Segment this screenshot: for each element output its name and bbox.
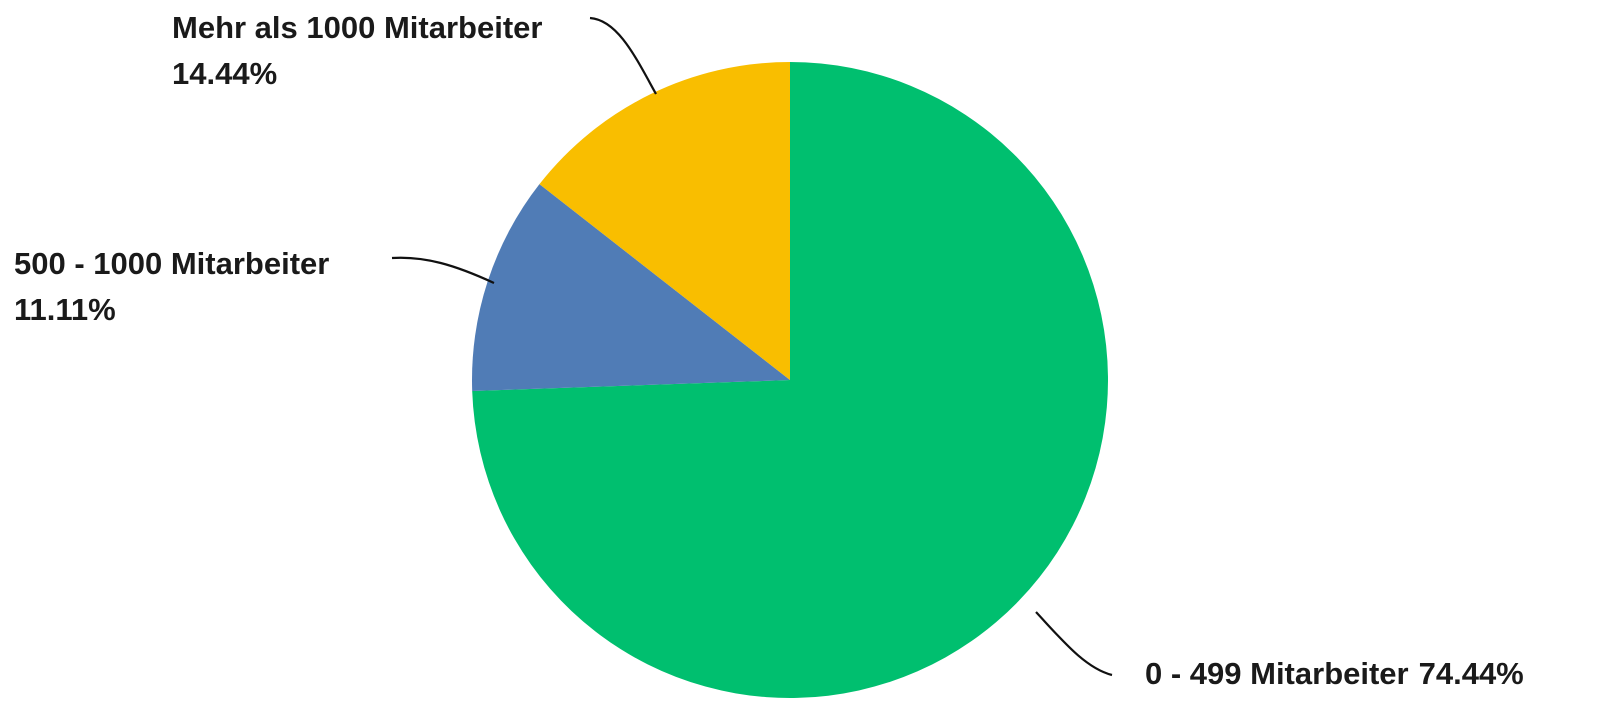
- label-mehr-als-1000-value: 14.44%: [172, 56, 277, 91]
- slice-labels: Mehr als 1000 Mitarbeiter 14.44% 500 - 1…: [14, 10, 1524, 691]
- label-0-499-value: 74.44%: [1419, 656, 1524, 691]
- pie-slice-mehr-als-1000: [539, 62, 790, 380]
- label-500-1000-name: 500 - 1000 Mitarbeiter: [14, 246, 329, 281]
- leader-line-mehr-als-1000: [589, 16, 657, 95]
- pie-slice-500-1000: [472, 184, 790, 392]
- pie-slice-0-499: [472, 62, 1108, 698]
- leader-line-500-1000: [391, 256, 495, 284]
- label-mehr-als-1000-name: Mehr als 1000 Mitarbeiter: [172, 10, 542, 45]
- label-0-499-name: 0 - 499 Mitarbeiter: [1145, 656, 1409, 691]
- leader-line-0-499: [1035, 611, 1113, 677]
- pie-slices: [472, 62, 1108, 698]
- label-500-1000-value: 11.11%: [14, 292, 116, 327]
- leader-lines: [391, 16, 1113, 677]
- label-0-499: 0 - 499 Mitarbeiter 74.44%: [1145, 656, 1524, 691]
